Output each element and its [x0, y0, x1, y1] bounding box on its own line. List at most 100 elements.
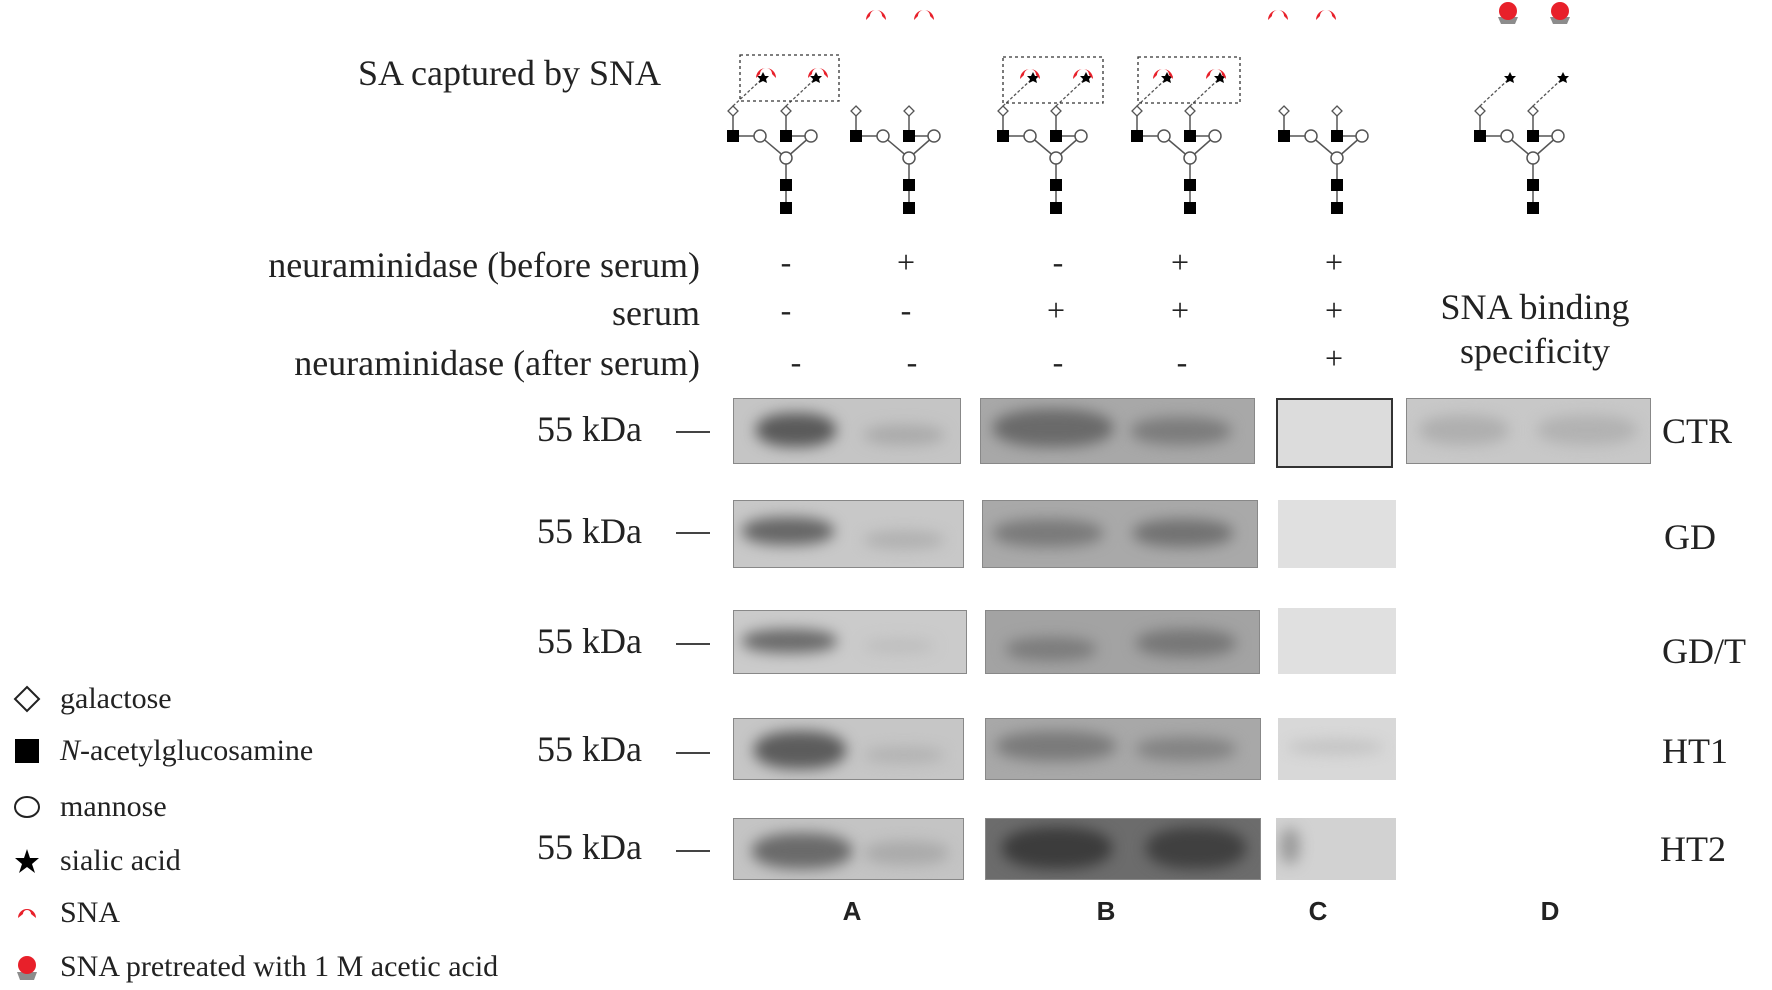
band — [1136, 629, 1236, 657]
legend-label: SNA pretreated with 1 M acetic acid — [60, 950, 499, 983]
condition-value: - — [790, 344, 802, 380]
specificity-label-2: specificity — [1460, 331, 1610, 371]
square-icon — [10, 734, 44, 768]
specificity-label-1: SNA binding — [1440, 287, 1630, 327]
condition-value: - — [1052, 344, 1064, 380]
legend-item: sialic acid — [10, 838, 181, 884]
blot-ht2-c — [1276, 818, 1396, 880]
condition-value: - — [906, 344, 918, 380]
condition-value: - — [780, 292, 792, 328]
sna-icon — [10, 896, 44, 930]
legend-item: galactose — [10, 676, 172, 722]
legend-label: SNA — [60, 896, 121, 929]
condition-label: neuraminidase (before serum) — [268, 245, 700, 285]
marker-tick — [676, 850, 710, 852]
blot-ctr-b — [980, 398, 1255, 464]
sample-label: GD/T — [1662, 631, 1746, 671]
condition-value: + — [1324, 292, 1344, 328]
blot-ht2-a — [733, 818, 964, 880]
panel-label: D — [1540, 896, 1560, 926]
band — [752, 833, 852, 869]
blot-gdt-b — [985, 610, 1260, 674]
band — [864, 841, 949, 865]
legend-label-text: -acetylglucosamine — [80, 734, 314, 767]
legend-label: sialic acid — [60, 844, 181, 877]
condition-value: + — [1046, 292, 1066, 328]
marker-label: 55 kDa — [537, 621, 642, 661]
legend-label: N-acetylglucosamine — [60, 734, 313, 768]
condition-value: - — [780, 244, 792, 280]
marker-tick — [676, 643, 710, 645]
legend-item: N-acetylglucosamine — [10, 728, 313, 774]
blot-ht1-c — [1278, 718, 1396, 780]
condition-label: serum — [612, 293, 700, 333]
sample-label: CTR — [1662, 411, 1733, 451]
diamond-icon — [10, 682, 44, 716]
band — [1131, 417, 1231, 445]
panel-label: B — [1096, 896, 1116, 926]
band — [756, 413, 836, 447]
blot-gd-c — [1278, 500, 1396, 568]
legend-item: SNA — [10, 890, 120, 936]
sample-label: HT1 — [1662, 731, 1728, 771]
blot-gdt-a — [733, 610, 967, 674]
sample-label: HT2 — [1660, 829, 1726, 869]
blot-ctr-c — [1276, 398, 1393, 468]
band — [993, 409, 1113, 447]
band — [1136, 737, 1236, 761]
legend-label: galactose — [60, 682, 172, 715]
condition-value: + — [896, 244, 916, 280]
blot-gd-b — [982, 500, 1258, 568]
marker-tick — [676, 431, 710, 433]
band — [864, 639, 934, 653]
marker-label: 55 kDa — [537, 827, 642, 867]
marker-label: 55 kDa — [537, 511, 642, 551]
sna-acid-icon — [10, 950, 44, 984]
band — [1280, 828, 1300, 864]
circle-icon — [10, 790, 44, 824]
sa-captured-label: SA captured by SNA — [358, 53, 661, 93]
star-icon — [10, 844, 44, 878]
band — [1419, 415, 1509, 445]
blot-ht1-b — [985, 718, 1261, 780]
legend-item: mannose — [10, 784, 167, 830]
band — [1002, 827, 1112, 869]
blot-ht2-b — [985, 818, 1261, 880]
panel-label: A — [842, 896, 862, 926]
band — [864, 531, 944, 549]
condition-value: + — [1170, 292, 1190, 328]
marker-label: 55 kDa — [537, 729, 642, 769]
condition-value: + — [1324, 340, 1344, 376]
condition-value: + — [1170, 244, 1190, 280]
blot-gd-a — [733, 500, 964, 568]
band — [742, 517, 834, 545]
condition-label: neuraminidase (after serum) — [294, 343, 700, 383]
condition-value: - — [1176, 344, 1188, 380]
marker-label: 55 kDa — [537, 409, 642, 449]
glycan-diagram — [726, 2, 1570, 215]
band — [993, 519, 1103, 547]
blot-gdt-c — [1278, 608, 1396, 674]
legend-label: mannose — [60, 790, 167, 823]
panel-label: C — [1308, 896, 1328, 926]
band — [742, 629, 837, 653]
sample-label: GD — [1664, 517, 1716, 557]
legend-item: SNA pretreated with 1 M acetic acid — [10, 944, 498, 990]
blot-ht1-a — [733, 718, 964, 780]
marker-tick — [676, 532, 710, 534]
condition-value: - — [1052, 244, 1064, 280]
blot-ctr-d — [1406, 398, 1651, 464]
blot-ctr-a — [733, 398, 961, 464]
band — [1133, 519, 1233, 547]
band — [996, 731, 1116, 761]
band — [1288, 740, 1383, 754]
band — [754, 731, 846, 769]
marker-tick — [676, 752, 710, 754]
condition-value: + — [1324, 244, 1344, 280]
band — [1006, 637, 1096, 661]
legend-italic-prefix: N — [60, 734, 81, 767]
band — [1537, 415, 1637, 445]
band — [864, 747, 944, 763]
condition-value: - — [900, 292, 912, 328]
band — [864, 425, 944, 445]
